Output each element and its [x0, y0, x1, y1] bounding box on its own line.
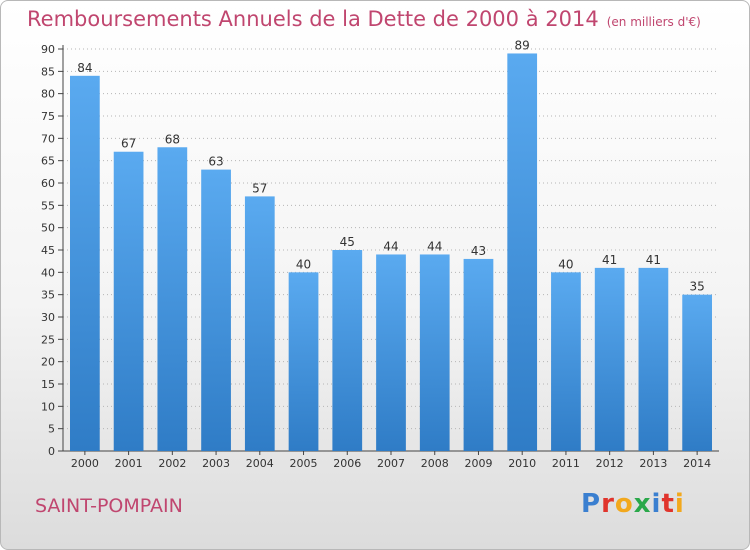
y-tick-label: 5 — [48, 423, 55, 436]
y-tick-label: 75 — [41, 110, 55, 123]
logo-letter: P — [581, 489, 602, 519]
logo-letter: x — [633, 489, 652, 519]
chart-title-text: Remboursements Annuels de la Dette de 20… — [27, 7, 599, 31]
chart-unit: (en milliers d'€) — [606, 15, 701, 29]
bar-value-label: 35 — [689, 280, 704, 294]
logo-letter: t — [661, 489, 675, 519]
y-tick-label: 20 — [41, 356, 55, 369]
bar — [638, 267, 669, 451]
y-tick-label: 0 — [48, 445, 55, 458]
bar-value-label: 44 — [427, 239, 442, 253]
bar — [594, 267, 625, 451]
bar — [682, 294, 713, 451]
bar — [419, 254, 450, 451]
bar-value-label: 43 — [471, 244, 486, 258]
bar-value-label: 68 — [165, 132, 180, 146]
chart-title: Remboursements Annuels de la Dette de 20… — [27, 7, 701, 31]
y-tick-label: 15 — [41, 378, 55, 391]
bar-value-label: 84 — [77, 61, 92, 75]
bar — [113, 151, 144, 451]
x-tick-label: 2007 — [377, 457, 405, 470]
bar — [551, 272, 581, 451]
bar-value-label: 67 — [121, 137, 136, 151]
bar — [69, 75, 100, 452]
bar-value-label: 41 — [602, 253, 617, 267]
x-tick-label: 2005 — [290, 457, 318, 470]
proxiti-logo: Proxiti — [581, 489, 685, 519]
y-tick-label: 40 — [41, 266, 55, 279]
y-tick-label: 90 — [41, 43, 55, 56]
logo-letter: r — [601, 489, 615, 519]
bar-value-label: 41 — [646, 253, 661, 267]
bar-value-label: 40 — [296, 257, 311, 271]
x-tick-label: 2001 — [115, 457, 143, 470]
x-tick-label: 2013 — [639, 457, 667, 470]
y-tick-label: 25 — [41, 333, 55, 346]
bar — [244, 196, 275, 451]
y-tick-label: 35 — [41, 289, 55, 302]
bar — [376, 254, 406, 451]
logo-letter: i — [651, 489, 662, 519]
y-tick-label: 45 — [41, 244, 55, 257]
y-tick-label: 85 — [41, 65, 55, 78]
bar-value-label: 63 — [208, 155, 223, 169]
bar — [507, 53, 538, 451]
x-tick-label: 2002 — [158, 457, 186, 470]
bar-value-label: 57 — [252, 181, 267, 195]
y-tick-label: 70 — [41, 132, 55, 145]
bar — [332, 250, 363, 451]
x-tick-label: 2014 — [683, 457, 711, 470]
commune-name: SAINT-POMPAIN — [35, 495, 183, 517]
bar-value-label: 89 — [515, 38, 530, 52]
y-tick-label: 60 — [41, 177, 55, 190]
y-tick-label: 65 — [41, 155, 55, 168]
x-tick-label: 2010 — [508, 457, 536, 470]
bar — [201, 169, 231, 451]
y-tick-label: 30 — [41, 311, 55, 324]
bar — [157, 147, 188, 451]
x-tick-label: 2008 — [421, 457, 449, 470]
y-tick-label: 10 — [41, 400, 55, 413]
x-tick-label: 2006 — [333, 457, 361, 470]
x-tick-label: 2009 — [464, 457, 492, 470]
x-tick-label: 2004 — [246, 457, 274, 470]
bar — [463, 258, 494, 451]
logo-letter: i — [674, 489, 685, 519]
x-tick-label: 2012 — [596, 457, 624, 470]
x-tick-label: 2003 — [202, 457, 230, 470]
x-tick-label: 2011 — [552, 457, 580, 470]
bar-value-label: 45 — [340, 235, 355, 249]
y-tick-label: 55 — [41, 199, 55, 212]
logo-letter: o — [614, 489, 634, 519]
y-tick-label: 50 — [41, 222, 55, 235]
y-tick-label: 80 — [41, 88, 55, 101]
bar — [288, 272, 319, 451]
x-tick-label: 2000 — [71, 457, 99, 470]
bar-value-label: 40 — [558, 257, 573, 271]
bar-value-label: 44 — [383, 239, 398, 253]
